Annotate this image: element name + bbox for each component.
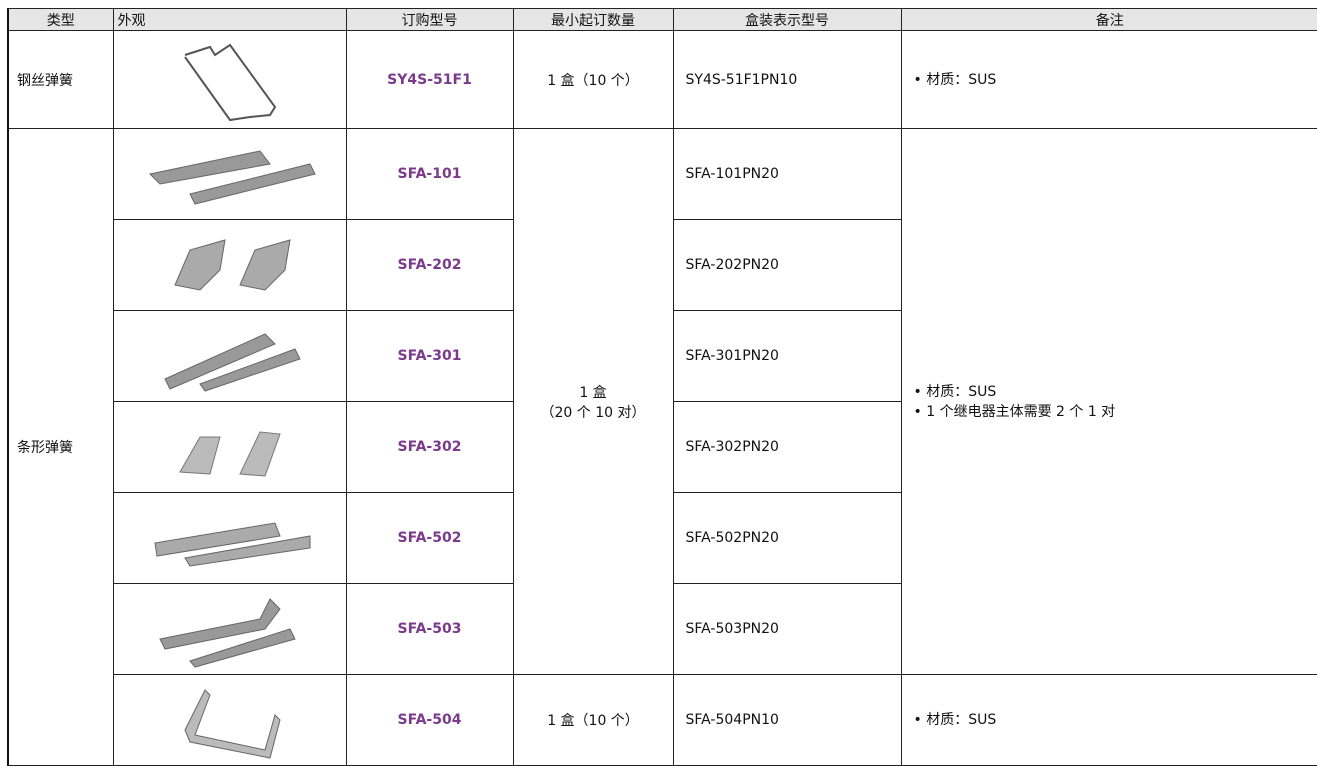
header-cell: 外观 [112, 8, 347, 31]
note: • 材质：SUS [913, 712, 997, 728]
strip-spring-image [183, 689, 281, 759]
row: SFA-202 SFA-202PN20 [8, 219, 1317, 311]
image-cell [112, 401, 347, 493]
row: SFA-302 SFA-302PN20 [8, 401, 1317, 493]
min-order-cell: 1 盒 （20 个 10 对） [512, 128, 674, 675]
min-order-cell: 1 盒（10 个） [512, 30, 674, 129]
strip-spring-image [158, 598, 296, 668]
notes-cell: • 材质：SUS • 1 个继电器主体需要 2 个 1 对 [900, 128, 1317, 675]
model-cell: SFA-502 [345, 492, 514, 584]
row: 钢丝弹簧 SY4S-51F1 1 盒（10 个） SY4S-51F1PN10 •… [7, 30, 1317, 129]
box-model-cell: SY4S-51F1PN10 [672, 30, 902, 129]
header-cell: 类型 [7, 8, 114, 31]
row: 条形弹簧 SFA-101 1 盒（20 个 10 对） SFA-101PN20 … [7, 128, 1317, 766]
model-cell: SFA-301 [345, 310, 514, 402]
header-cell: 订购型号 [345, 8, 514, 31]
header-row: 类型 外观 订购型号 最小起订数量 盒装表示型号 备注 [7, 8, 1317, 31]
image-cell [112, 674, 347, 766]
image-cell [112, 219, 347, 311]
header-cell: 盒装表示型号 [672, 8, 902, 31]
model-cell: SFA-504 [345, 674, 514, 766]
model-cell: SFA-503 [345, 583, 514, 675]
image-cell [112, 30, 347, 129]
box-model-cell: SFA-302PN20 [672, 401, 902, 493]
note: • 1 个继电器主体需要 2 个 1 对 [913, 403, 1116, 420]
image-cell [112, 310, 347, 402]
note: • 材质：SUS [913, 71, 997, 88]
min-order-cell: 1 盒（10 个） [512, 674, 674, 766]
type-cell: 钢丝弹簧 [7, 30, 114, 129]
wire-spring-image [183, 43, 276, 121]
min-order-line: （20 个 10 对） [540, 404, 646, 421]
box-model-cell: SFA-301PN20 [672, 310, 902, 402]
spring-table: 类型 外观 订购型号 最小起订数量 盒装表示型号 备注 钢丝弹簧 SY4S-51… [7, 8, 1317, 766]
notes-cell: • 材质：SUS [900, 674, 1317, 766]
model-cell: SY4S-51F1 [345, 30, 514, 129]
strip-spring-image [148, 150, 316, 205]
box-model-cell: SFA-504PN10 [672, 674, 902, 766]
strip-spring-image [178, 431, 281, 477]
box-model-cell: SFA-503PN20 [672, 583, 902, 675]
header-cell: 备注 [900, 8, 1317, 31]
image-cell [112, 128, 347, 220]
image-cell [112, 492, 347, 584]
min-order-line: 1 盒 [579, 384, 607, 401]
note: • 材质：SUS [913, 383, 997, 400]
type-cell: 条形弹簧 [7, 128, 114, 766]
model-cell: SFA-101 [345, 128, 514, 220]
model-cell: SFA-202 [345, 219, 514, 311]
box-model-cell: SFA-101PN20 [672, 128, 902, 220]
strip-spring-image [173, 239, 291, 291]
strip-spring-image [153, 522, 310, 567]
image-cell [112, 583, 347, 675]
row: SFA-503 SFA-503PN20 [8, 583, 1317, 675]
box-model-cell: SFA-202PN20 [672, 219, 902, 311]
row: SFA-502 SFA-502PN20 [8, 492, 1317, 584]
row: SFA-301 SFA-301PN20 [8, 310, 1317, 402]
notes-cell: • 材质：SUS [900, 30, 1317, 129]
header-cell: 最小起订数量 [512, 8, 674, 31]
model-cell: SFA-302 [345, 401, 514, 493]
box-model-cell: SFA-502PN20 [672, 492, 902, 584]
strip-spring-image [163, 332, 301, 392]
row: SFA-504 1 盒（10 个） SFA-504PN10 • 材质：SUS [8, 674, 1317, 766]
